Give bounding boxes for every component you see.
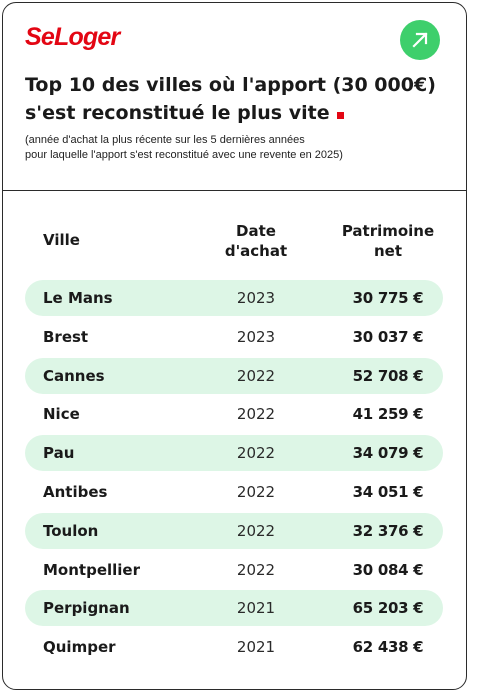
value-cell: 30 775 €: [352, 289, 424, 307]
table-row: Montpellier 2022 30 084 €: [3, 552, 466, 591]
city-cell: Le Mans: [43, 289, 113, 307]
table-row: Brest 2023 30 037 €: [3, 319, 466, 358]
column-header-date-line-2: d'achat: [224, 242, 288, 260]
year-cell: 2022: [236, 405, 276, 424]
column-header-date: Date d'achat: [211, 221, 301, 261]
year-cell: 2021: [236, 599, 276, 618]
page-title: Top 10 des villes où l'apport (30 000€) …: [25, 71, 455, 127]
table-row: Pau 2022 34 079 €: [3, 435, 466, 474]
column-header-patrimoine-line-1: Patrimoine: [341, 222, 435, 240]
value-cell: 65 203 €: [352, 599, 424, 618]
year-cell: 2022: [236, 560, 276, 579]
value-cell: 34 051 €: [352, 482, 424, 501]
city-cell: Brest: [43, 327, 89, 346]
title-line-2-text: s'est reconstitué le plus vite: [25, 102, 330, 124]
table-row: Cannes 2022 52 708 €: [3, 357, 466, 397]
table-row: Perpignan 2021 65 203 €: [3, 590, 466, 629]
subtitle: (année d'achat la plus récente sur les 5…: [25, 133, 455, 163]
column-header-ville: Ville: [43, 231, 80, 249]
row-highlight: [25, 357, 443, 394]
column-header-patrimoine-line-2: net: [373, 242, 403, 260]
table-row: Antibes 2022 34 051 €: [3, 474, 466, 513]
title-line-1: Top 10 des villes où l'apport (30 000€): [25, 74, 436, 96]
red-square-dot-icon: [336, 112, 344, 119]
value-cell: 30 084 €: [352, 560, 424, 579]
value-cell: 32 376 €: [352, 521, 424, 540]
table-body: Le Mans 2023 30 775 € Brest 2023 30 037 …: [3, 280, 466, 668]
value-cell: 30 037 €: [352, 327, 424, 346]
table-row: Quimper 2021 62 438 €: [3, 629, 466, 668]
column-header-patrimoine: Patrimoine net: [333, 221, 443, 261]
city-cell: Toulon: [43, 521, 99, 540]
city-cell: Nice: [43, 405, 80, 424]
card-header: SeLoger Top 10 des villes où l'apport (3…: [3, 3, 466, 191]
city-cell: Antibes: [43, 482, 108, 501]
column-header-date-line-1: Date: [236, 222, 276, 240]
year-cell: 2021: [236, 638, 276, 657]
subtitle-line-2: pour laquelle l'apport s'est reconstitué…: [25, 149, 343, 161]
row-highlight: [25, 435, 443, 472]
city-cell: Cannes: [43, 366, 105, 385]
year-cell: 2023: [236, 327, 276, 346]
value-cell: 34 079 €: [352, 444, 424, 463]
seloger-logo: SeLoger: [25, 23, 120, 51]
table-row: Toulon 2022 32 376 €: [3, 512, 466, 552]
value-cell: 52 708 €: [352, 366, 424, 385]
year-cell: 2022: [236, 444, 276, 463]
value-cell: 62 438 €: [352, 638, 424, 657]
row-highlight: [25, 590, 443, 627]
city-cell: Pau: [43, 444, 75, 463]
subtitle-line-1: (année d'achat la plus récente sur les 5…: [25, 134, 305, 146]
arrow-up-right-glyph: [412, 32, 428, 48]
table-row: Le Mans 2023 30 775 €: [3, 280, 466, 319]
year-cell: 2022: [236, 482, 276, 501]
city-cell: Quimper: [43, 638, 116, 657]
top10-card: SeLoger Top 10 des villes où l'apport (3…: [2, 2, 467, 690]
arrow-up-right-icon[interactable]: [400, 20, 440, 60]
year-cell: 2022: [236, 521, 276, 540]
title-line-2: s'est reconstitué le plus vite: [25, 99, 455, 127]
year-cell: 2023: [236, 289, 276, 307]
city-cell: Montpellier: [43, 560, 140, 579]
city-cell: Perpignan: [43, 599, 130, 618]
row-highlight: [25, 280, 443, 316]
row-highlight: [25, 512, 443, 549]
year-cell: 2022: [236, 366, 276, 385]
value-cell: 41 259 €: [352, 405, 424, 424]
table-row: Nice 2022 41 259 €: [3, 396, 466, 435]
